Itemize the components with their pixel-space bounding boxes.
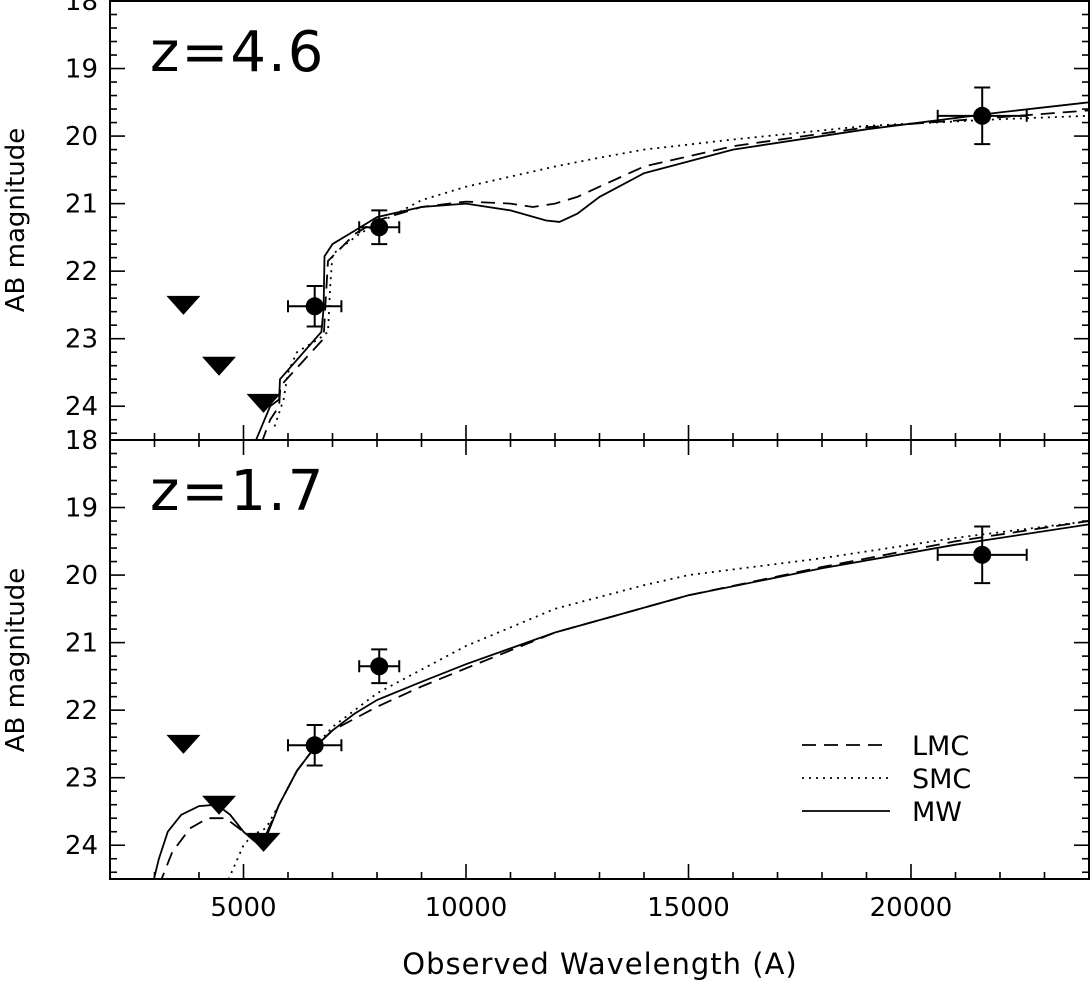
data-point: [973, 545, 992, 564]
y-tick-label: 22: [65, 257, 98, 287]
y-axis-label-top: AB magnitude: [1, 128, 31, 313]
y-tick-label: 19: [65, 494, 98, 524]
series-mw-line: [255, 101, 1089, 440]
upper-limit-marker: [202, 356, 237, 376]
model-curves: [255, 101, 1089, 440]
data-point: [305, 736, 324, 755]
redshift-label: z=4.6: [150, 20, 325, 85]
x-axis-label: Observed Wavelength (A): [402, 947, 797, 981]
upper-limit-marker: [166, 295, 201, 315]
series-smc-line: [227, 520, 1089, 879]
y-tick-label: 20: [65, 561, 98, 591]
y-tick-label: 24: [65, 831, 98, 861]
data-point: [370, 657, 389, 676]
legend-lmc-label: LMC: [912, 731, 969, 762]
y-axis-label-bottom: AB magnitude: [1, 568, 31, 753]
upper-limit-marker: [246, 832, 281, 852]
y-tick-label: 21: [65, 629, 98, 659]
data-point: [973, 106, 992, 125]
y-tick-label: 23: [65, 764, 98, 794]
bottom-panel: 18 19 20 21 22 23 24 5000 10000 15000 20000 z=1.7: [65, 426, 1090, 923]
data-point: [370, 218, 389, 237]
y-tick-label: 24: [65, 392, 98, 422]
y-tick-label: 19: [65, 55, 98, 85]
x-tick-label: 15000: [647, 893, 730, 923]
y-tick-label: 23: [65, 325, 98, 355]
series-mw-line: [153, 523, 1089, 879]
legend-mw-label: MW: [912, 797, 962, 828]
top-panel: 18 19 20 21 22 23 24 z=4.6: [65, 0, 1090, 441]
data-point: [305, 297, 324, 316]
y-tick-label: 18: [65, 0, 98, 17]
x-tick-label: 5000: [210, 893, 276, 923]
y-tick-label: 22: [65, 696, 98, 726]
x-tick-label: 10000: [425, 893, 508, 923]
y-tick-label: 20: [65, 122, 98, 152]
x-tick-label: 20000: [870, 893, 953, 923]
y-tick-label: 21: [65, 190, 98, 220]
upper-limit-marker: [202, 795, 237, 815]
upper-limit-marker: [246, 393, 281, 413]
legend-smc-label: SMC: [912, 764, 971, 795]
upper-limit-marker: [166, 734, 201, 754]
redshift-label: z=1.7: [150, 459, 325, 524]
model-curves: [153, 520, 1089, 879]
series-lmc-line: [261, 109, 1089, 440]
series-lmc-line: [160, 520, 1089, 879]
y-tick-label: 18: [65, 426, 98, 456]
